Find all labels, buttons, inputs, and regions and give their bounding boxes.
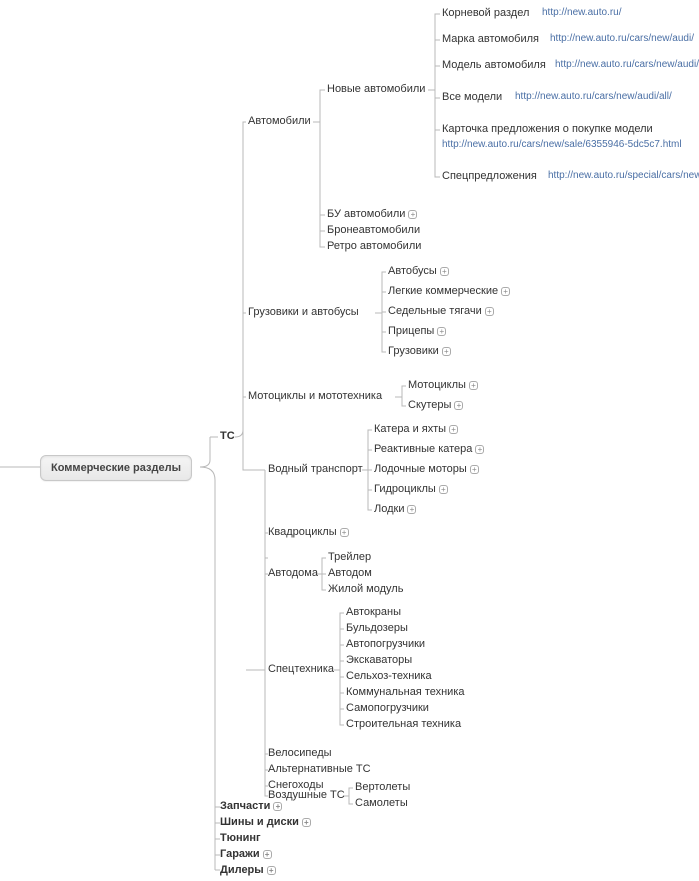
node-avtopogr[interactable]: Автопогрузчики — [346, 638, 425, 650]
node-lightcom[interactable]: Легкие коммерческие+ — [388, 285, 510, 297]
plus-icon[interactable]: + — [407, 505, 416, 514]
node-samopogr[interactable]: Самопогрузчики — [346, 702, 429, 714]
node-avtokran[interactable]: Автокраны — [346, 606, 401, 618]
node-scooter[interactable]: Скутеры+ — [408, 399, 463, 411]
plus-icon[interactable]: + — [454, 401, 463, 410]
node-air[interactable]: Воздушные ТС — [268, 789, 345, 801]
node-korn[interactable]: Корневой раздел — [442, 7, 529, 19]
node-motoc[interactable]: Мотоциклы+ — [408, 379, 478, 391]
node-bu-auto[interactable]: БУ автомобили+ — [327, 208, 417, 220]
plus-icon[interactable]: + — [440, 267, 449, 276]
node-zapchasti[interactable]: Запчасти+ — [220, 800, 282, 812]
link-allmodel[interactable]: http://new.auto.ru/cars/new/audi/all/ — [515, 91, 672, 102]
node-ts[interactable]: ТС — [220, 430, 235, 442]
node-retro[interactable]: Ретро автомобили — [327, 240, 421, 252]
node-selhoz[interactable]: Сельхоз-техника — [346, 670, 432, 682]
node-model[interactable]: Модель автомобиля — [442, 59, 546, 71]
node-lodmot[interactable]: Лодочные моторы+ — [374, 463, 479, 475]
node-gruz[interactable]: Грузовики+ — [388, 345, 451, 357]
plus-icon[interactable]: + — [267, 866, 276, 875]
link-card[interactable]: http://new.auto.ru/cars/new/sale/6355946… — [442, 139, 682, 150]
plus-icon[interactable]: + — [302, 818, 311, 827]
plus-icon[interactable]: + — [437, 327, 446, 336]
plus-icon[interactable]: + — [485, 307, 494, 316]
plus-icon[interactable]: + — [340, 528, 349, 537]
plus-icon[interactable]: + — [442, 347, 451, 356]
node-tuning[interactable]: Тюнинг — [220, 832, 261, 844]
node-heli[interactable]: Вертолеты — [355, 781, 410, 793]
node-bus[interactable]: Автобусы+ — [388, 265, 449, 277]
node-water[interactable]: Водный транспорт — [268, 463, 363, 475]
node-card[interactable]: Карточка предложения о покупке модели — [442, 123, 653, 135]
root-label: Коммерческие разделы — [51, 462, 181, 474]
node-garazhi[interactable]: Гаражи+ — [220, 848, 272, 860]
node-dilery[interactable]: Дилеры+ — [220, 864, 276, 876]
node-trucks[interactable]: Грузовики и автобусы — [248, 306, 359, 318]
node-react[interactable]: Реактивные катера+ — [374, 443, 484, 455]
plus-icon[interactable]: + — [408, 210, 417, 219]
node-katera[interactable]: Катера и яхты+ — [374, 423, 458, 435]
node-gidro[interactable]: Гидроциклы+ — [374, 483, 448, 495]
link-korn[interactable]: http://new.auto.ru/ — [542, 7, 622, 18]
node-allmodel[interactable]: Все модели — [442, 91, 502, 103]
plus-icon[interactable]: + — [273, 802, 282, 811]
link-special[interactable]: http://new.auto.ru/special/cars/new/ — [548, 170, 699, 181]
node-plane[interactable]: Самолеты — [355, 797, 408, 809]
plus-icon[interactable]: + — [475, 445, 484, 454]
node-new-auto[interactable]: Новые автомобили — [327, 83, 425, 95]
plus-icon[interactable]: + — [439, 485, 448, 494]
node-auto[interactable]: Автомобили — [248, 115, 311, 127]
plus-icon[interactable]: + — [449, 425, 458, 434]
node-brone[interactable]: Бронеавтомобили — [327, 224, 420, 236]
node-avtodom[interactable]: Автодом — [328, 567, 372, 579]
node-spec[interactable]: Спецтехника — [268, 663, 334, 675]
node-ekskavator[interactable]: Экскаваторы — [346, 654, 412, 666]
node-shiny[interactable]: Шины и диски+ — [220, 816, 311, 828]
node-alt[interactable]: Альтернативные ТС — [268, 763, 371, 775]
plus-icon[interactable]: + — [469, 381, 478, 390]
node-buldozer[interactable]: Бульдозеры — [346, 622, 408, 634]
node-kommun[interactable]: Коммунальная техника — [346, 686, 465, 698]
node-stroi[interactable]: Строительная техника — [346, 718, 461, 730]
link-marka[interactable]: http://new.auto.ru/cars/new/audi/ — [550, 33, 694, 44]
node-bike[interactable]: Велосипеды — [268, 747, 332, 759]
plus-icon[interactable]: + — [501, 287, 510, 296]
node-moto[interactable]: Мотоциклы и мототехника — [248, 390, 382, 402]
node-pricep[interactable]: Прицепы+ — [388, 325, 446, 337]
plus-icon[interactable]: + — [470, 465, 479, 474]
node-marka[interactable]: Марка автомобиля — [442, 33, 539, 45]
node-special[interactable]: Спецпредложения — [442, 170, 537, 182]
node-sedel[interactable]: Седельные тягачи+ — [388, 305, 494, 317]
node-zhiloy[interactable]: Жилой модуль — [328, 583, 403, 595]
link-model[interactable]: http://new.auto.ru/cars/new/audi/q5/ — [555, 59, 699, 70]
node-lodki[interactable]: Лодки+ — [374, 503, 416, 515]
node-avtodoma[interactable]: Автодома — [268, 567, 318, 579]
node-quad[interactable]: Квадроциклы+ — [268, 526, 349, 538]
plus-icon[interactable]: + — [263, 850, 272, 859]
node-trailer[interactable]: Трейлер — [328, 551, 371, 563]
root-node[interactable]: Коммерческие разделы — [40, 455, 192, 481]
